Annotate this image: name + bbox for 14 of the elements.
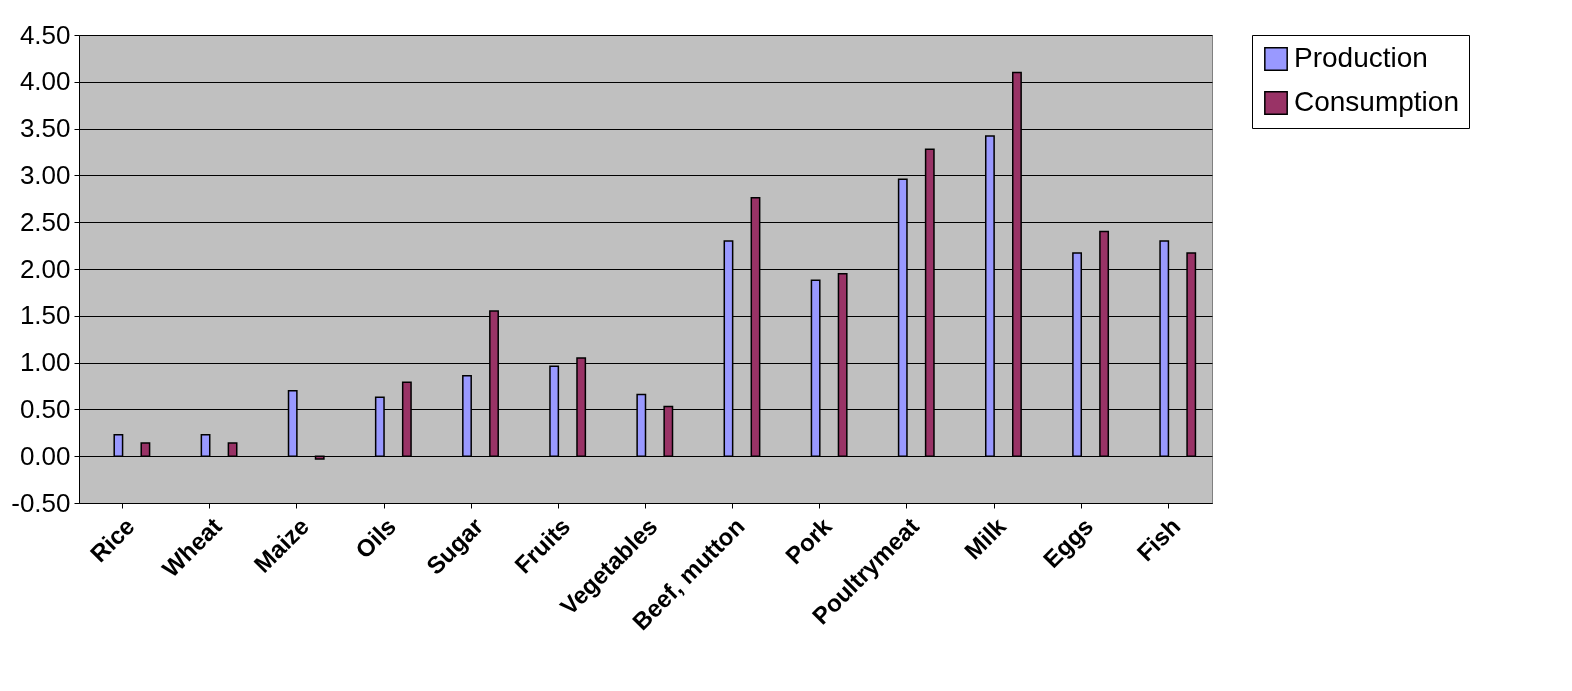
y-tick-label: 2.50: [19, 206, 71, 237]
y-tick-label: 3.00: [19, 159, 71, 190]
y-tick-label: 1.00: [19, 347, 71, 378]
y-tick-label: 1.50: [19, 300, 71, 331]
y-tick-label: 4.50: [19, 19, 71, 50]
legend-label: Production: [1294, 42, 1428, 73]
y-tick-label: 3.50: [19, 113, 71, 144]
y-tick-label: 0.50: [19, 393, 71, 424]
legend-label: Consumption: [1294, 86, 1459, 117]
y-tick-label: 0.00: [19, 440, 71, 471]
y-tick-label: 2.00: [19, 253, 71, 284]
y-tick-label: 4.00: [19, 66, 71, 97]
x-tick-label: Oils: [349, 512, 402, 564]
y-tick-label: -0.50: [11, 487, 71, 518]
